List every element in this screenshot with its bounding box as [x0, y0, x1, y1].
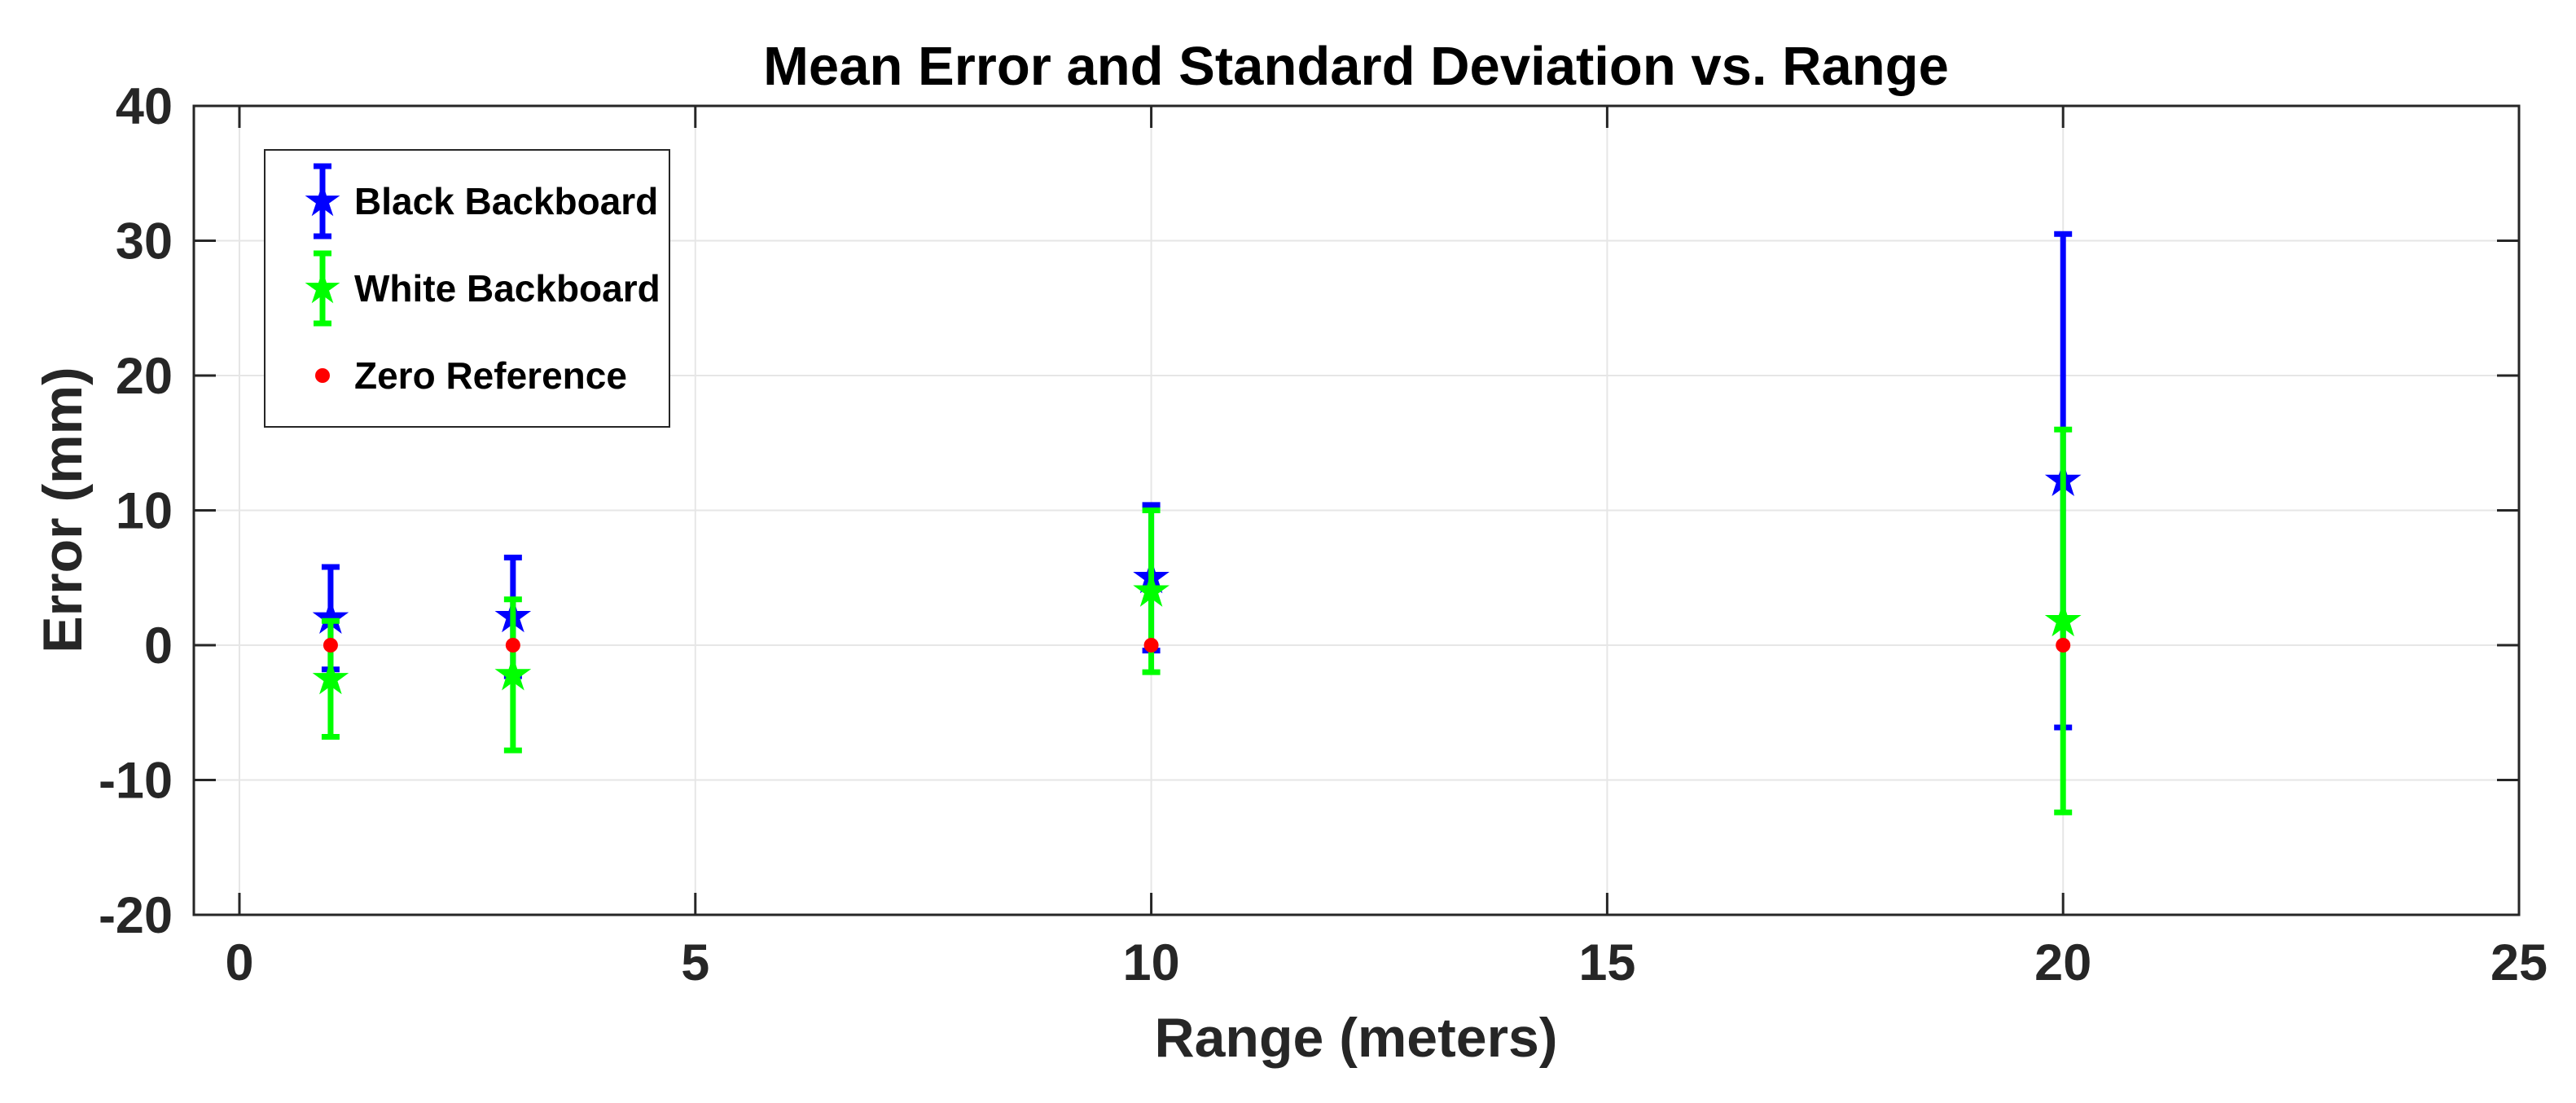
dot-marker	[505, 638, 520, 653]
x-tick-label: 15	[1578, 934, 1635, 991]
star-marker	[494, 655, 532, 691]
y-tick-label: -10	[99, 753, 173, 810]
y-tick-label: 0	[144, 617, 173, 675]
tick-labels: 0 5 10 15 20 25 -20 -10 0 10 20 30 40	[99, 78, 2547, 991]
data-series	[312, 231, 2082, 815]
legend-entry-label: White Backboard	[354, 267, 660, 310]
y-tick-label: 40	[116, 78, 173, 135]
dot-marker	[2056, 638, 2071, 653]
dot-marker	[323, 638, 338, 653]
legend-star-marker	[305, 270, 340, 304]
series-zero-reference	[323, 638, 2071, 653]
axes-box-outline	[192, 104, 2521, 916]
legend-entry: White Backboard	[305, 250, 660, 327]
dot-marker	[1143, 638, 1159, 653]
y-tick-label: 20	[116, 348, 173, 405]
x-tick-label: 10	[1123, 934, 1180, 991]
chart-title: Mean Error and Standard Deviation vs. Ra…	[763, 36, 1949, 97]
x-tick-label: 20	[2034, 934, 2091, 991]
x-axis-label: Range (meters)	[1154, 1007, 1557, 1069]
star-marker	[2044, 601, 2082, 637]
y-axis-label: Error (mm)	[32, 367, 94, 653]
legend-dot-marker	[315, 368, 330, 383]
star-marker	[1133, 572, 1170, 607]
legend-star-marker	[305, 182, 340, 217]
legend-entry: Zero Reference	[315, 354, 627, 397]
x-tick-label: 0	[225, 934, 253, 991]
legend: Black Backboard White Backboard Zero Refer…	[264, 149, 670, 428]
x-tick-label: 25	[2490, 934, 2547, 991]
y-tick-label: -20	[99, 887, 173, 944]
legend-entry-label: Zero Reference	[354, 354, 627, 397]
y-tick-label: 30	[116, 213, 173, 270]
x-tick-label: 5	[681, 934, 709, 991]
legend-entry: Black Backboard	[305, 163, 658, 239]
y-tick-label: 10	[116, 483, 173, 540]
series-white-backboard	[312, 426, 2082, 815]
axes-box	[192, 104, 2521, 916]
legend-entry-label: Black Backboard	[354, 180, 658, 222]
star-marker	[312, 660, 349, 695]
